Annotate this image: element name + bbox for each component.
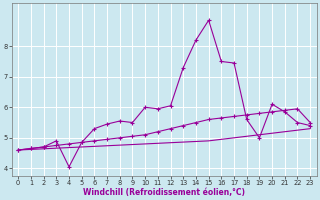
X-axis label: Windchill (Refroidissement éolien,°C): Windchill (Refroidissement éolien,°C) [83,188,245,197]
